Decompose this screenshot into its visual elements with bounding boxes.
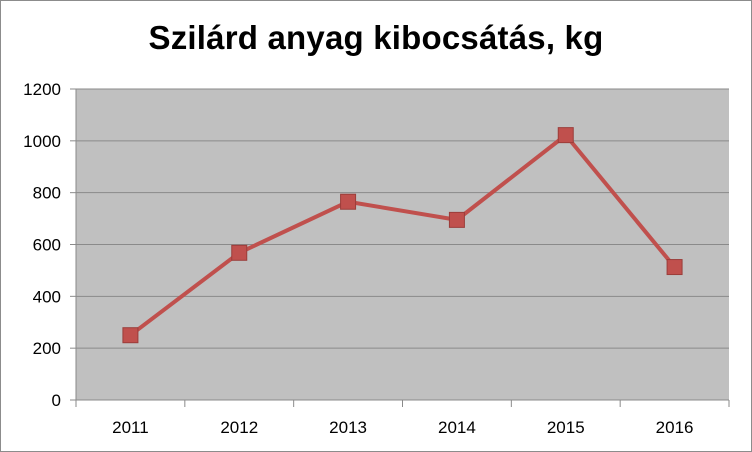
data-point-marker <box>122 327 139 344</box>
x-tick-label: 2013 <box>329 418 367 437</box>
x-tick-label: 2014 <box>438 418 476 437</box>
y-tick-label: 1200 <box>23 80 61 99</box>
data-point-marker <box>666 259 683 276</box>
y-tick-label: 1000 <box>23 132 61 151</box>
x-tick-label: 2012 <box>220 418 258 437</box>
y-tick-label: 400 <box>33 287 61 306</box>
chart-title: Szilárd anyag kibocsátás, kg <box>148 19 604 56</box>
y-tick-label: 800 <box>33 184 61 203</box>
x-tick-label: 2015 <box>547 418 585 437</box>
x-tick-label: 2016 <box>656 418 694 437</box>
x-tick-label: 2011 <box>112 418 149 437</box>
y-tick-label: 200 <box>33 339 61 358</box>
data-point-marker <box>557 127 574 144</box>
data-point-marker <box>340 193 357 210</box>
y-tick-label: 0 <box>52 391 61 410</box>
data-point-marker <box>231 244 248 261</box>
y-tick-label: 600 <box>33 236 61 255</box>
data-point-marker <box>448 211 465 228</box>
series-line <box>129 133 677 337</box>
